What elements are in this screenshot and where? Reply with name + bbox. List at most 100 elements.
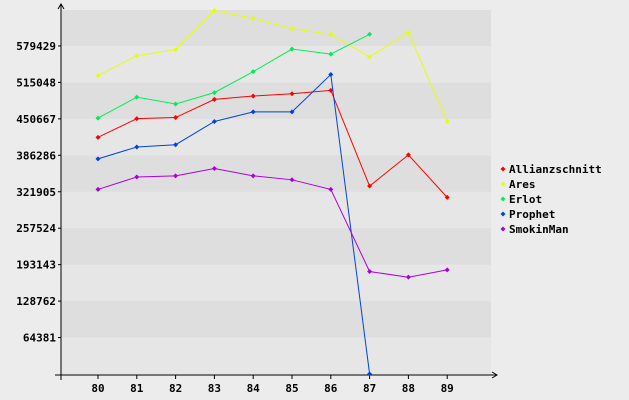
series-line xyxy=(97,73,371,375)
data-point xyxy=(250,93,256,99)
data-point xyxy=(95,115,101,121)
grid-band xyxy=(61,155,491,192)
legend-marker xyxy=(500,211,506,217)
legend-label: Prophet xyxy=(509,208,555,221)
y-tick-label: 579429 xyxy=(16,40,56,53)
data-point xyxy=(134,144,140,150)
data-point xyxy=(289,91,295,97)
data-point xyxy=(289,46,295,52)
x-tick-label: 86 xyxy=(324,382,338,395)
series-smokinman xyxy=(95,165,450,280)
data-point xyxy=(211,118,217,124)
grid-band xyxy=(61,82,491,119)
series-ares xyxy=(95,8,450,124)
data-point xyxy=(367,31,373,37)
grid-band xyxy=(61,228,491,265)
y-tick-label: 386286 xyxy=(16,149,56,162)
x-tick-label: 89 xyxy=(441,382,454,395)
legend: Allianzschnitt Ares Erlot Prophet SmokinMan xyxy=(500,163,602,236)
legend-marker xyxy=(500,226,506,232)
legend-label: Erlot xyxy=(509,193,542,206)
data-point xyxy=(289,177,295,183)
data-point xyxy=(134,53,140,59)
y-tick-label: 128762 xyxy=(16,295,56,308)
grid-band xyxy=(61,337,491,374)
data-point xyxy=(289,26,295,32)
grid-band xyxy=(61,10,491,46)
data-point xyxy=(367,269,373,275)
y-tick-label: 64381 xyxy=(23,332,56,345)
x-tick-label: 82 xyxy=(169,382,182,395)
legend-item: Allianzschnitt xyxy=(500,163,602,176)
x-axis-arrow xyxy=(491,371,498,379)
data-point xyxy=(211,90,217,96)
data-point xyxy=(328,51,334,57)
series-line xyxy=(97,33,370,119)
data-point xyxy=(250,69,256,75)
data-point xyxy=(250,15,256,21)
x-tick-label: 81 xyxy=(130,382,144,395)
legend-marker xyxy=(500,166,506,172)
data-point xyxy=(211,8,217,14)
x-tick-labels: 80 81 82 83 84 85 86 87 88 89 xyxy=(91,382,453,395)
data-point xyxy=(173,142,179,148)
y-axis-arrow xyxy=(57,3,65,10)
data-point xyxy=(405,30,411,36)
data-point xyxy=(405,274,411,280)
data-point xyxy=(211,96,217,102)
data-point xyxy=(95,73,101,79)
data-point xyxy=(328,186,334,192)
grid-band xyxy=(61,191,491,229)
legend-item: SmokinMan xyxy=(500,223,569,236)
legend-label: Ares xyxy=(509,178,536,191)
data-point xyxy=(211,165,217,171)
data-point xyxy=(173,115,179,121)
data-point xyxy=(367,54,373,60)
data-point xyxy=(289,109,295,115)
legend-label: SmokinMan xyxy=(509,223,569,236)
series-allianzschnitt xyxy=(95,87,450,200)
data-point xyxy=(95,156,101,162)
legend-label: Allianzschnitt xyxy=(509,163,602,176)
data-point xyxy=(328,31,334,37)
y-tick-label: 193143 xyxy=(16,259,56,272)
data-point xyxy=(367,183,373,189)
data-point xyxy=(173,101,179,107)
series-prophet xyxy=(95,72,373,377)
data-point xyxy=(134,116,140,122)
legend-item: Prophet xyxy=(500,208,555,221)
legend-marker xyxy=(500,181,506,187)
x-tick-label: 83 xyxy=(208,382,221,395)
legend-item: Ares xyxy=(500,178,536,191)
data-point xyxy=(250,109,256,115)
x-tick-label: 85 xyxy=(285,382,298,395)
y-tick-label: 515048 xyxy=(16,76,56,89)
series-layer xyxy=(95,8,450,377)
data-point xyxy=(173,173,179,179)
data-point xyxy=(134,94,140,100)
series-line xyxy=(97,89,448,198)
data-point xyxy=(405,152,411,158)
y-tick-label: 450667 xyxy=(16,113,56,126)
y-tick-label: 257524 xyxy=(16,222,56,235)
data-point xyxy=(328,87,334,93)
x-tick-label: 87 xyxy=(363,382,376,395)
data-point xyxy=(444,118,450,124)
plot-grid-bands xyxy=(61,10,491,374)
legend-marker xyxy=(500,196,506,202)
series-line xyxy=(97,9,448,122)
data-point xyxy=(444,267,450,273)
grid-band xyxy=(61,264,491,302)
x-tick-label: 88 xyxy=(402,382,415,395)
data-point xyxy=(367,371,373,377)
series-line xyxy=(97,167,448,278)
data-point xyxy=(95,186,101,192)
grid-band xyxy=(61,45,491,83)
data-point xyxy=(95,134,101,140)
x-tick-label: 80 xyxy=(91,382,104,395)
data-point xyxy=(444,194,450,200)
data-point xyxy=(250,173,256,179)
grid-band xyxy=(61,301,491,338)
data-point xyxy=(173,47,179,53)
